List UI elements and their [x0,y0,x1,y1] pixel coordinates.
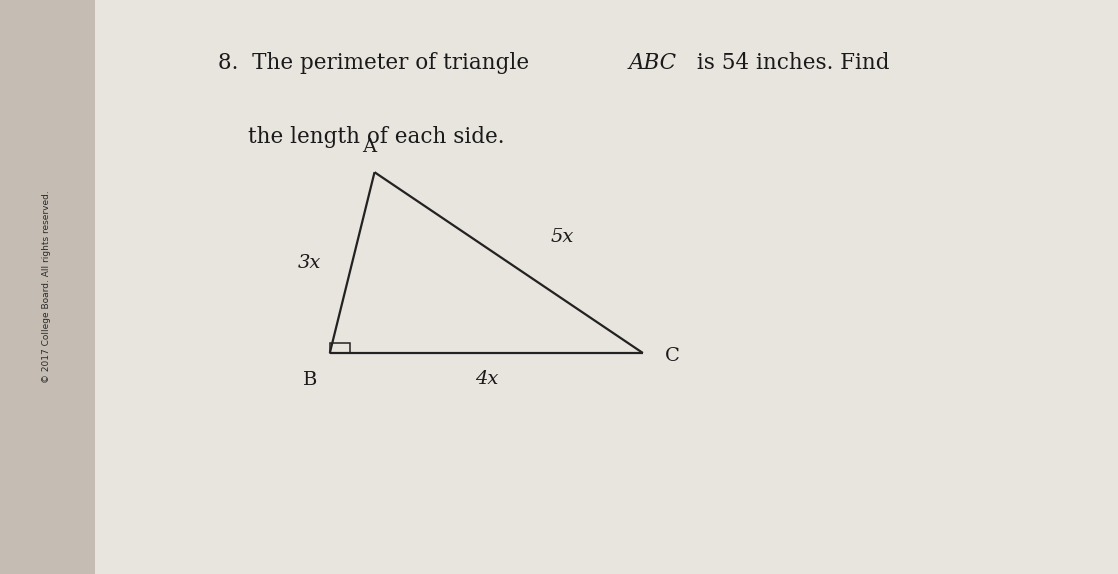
Text: © 2017 College Board. All rights reserved.: © 2017 College Board. All rights reserve… [42,191,51,383]
Text: 4x: 4x [475,370,498,388]
Text: 5x: 5x [551,228,574,246]
Text: ABC: ABC [628,52,676,73]
Text: is 54 inches. Find: is 54 inches. Find [691,52,890,73]
Text: 8.  The perimeter of triangle: 8. The perimeter of triangle [218,52,536,73]
Text: A: A [362,138,376,156]
Bar [330,343,350,353]
Text: 3x: 3x [299,254,321,272]
Text: C: C [665,347,680,365]
Text: the length of each side.: the length of each side. [248,126,504,148]
Bar [0,0,95,574]
Text: B: B [303,371,316,389]
